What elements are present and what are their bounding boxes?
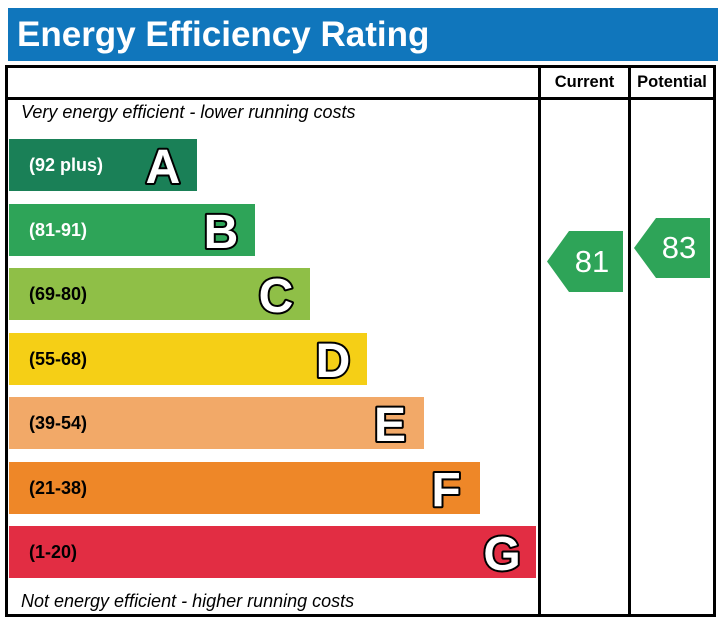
band-letter: F: [429, 462, 462, 514]
band-range-label: (92 plus): [29, 155, 104, 175]
band-letter: D: [314, 333, 353, 385]
rating-table: Current Potential Very energy efficient …: [5, 65, 716, 617]
band-range-label: (81-91): [29, 220, 88, 240]
band-range-label: (39-54): [29, 413, 88, 433]
band-letter: A: [144, 139, 183, 191]
potential-column-header: Potential: [637, 73, 707, 91]
svg-text:B: B: [204, 206, 239, 256]
header-divider: [8, 97, 713, 100]
svg-text:C: C: [259, 270, 294, 320]
band-range-label: (21-38): [29, 478, 88, 498]
current-arrow-shape: [547, 231, 623, 292]
band-range-label: (55-68): [29, 349, 88, 369]
potential-rating-value: 83: [662, 230, 696, 265]
current-rating-value: 81: [575, 244, 609, 279]
band-g: (1-20) G: [9, 526, 536, 578]
title-banner: Energy Efficiency Rating: [8, 8, 718, 61]
svg-text:F: F: [431, 464, 460, 514]
column-divider-potential: [628, 68, 631, 614]
potential-arrow-shape: [634, 218, 710, 278]
current-rating-arrow: 81: [547, 231, 623, 292]
current-column-header: Current: [554, 73, 615, 91]
band-letter: E: [372, 397, 408, 449]
band-letter: C: [257, 268, 296, 320]
top-note: Very energy efficient - lower running co…: [21, 102, 356, 122]
band-b: (81-91) B: [9, 204, 255, 256]
band-e: (39-54) E: [9, 397, 424, 449]
page-title: Energy Efficiency Rating: [17, 15, 430, 54]
band-f: (21-38) F: [9, 462, 480, 514]
band-d: (55-68) D: [9, 333, 367, 385]
band-range-label: (69-80): [29, 284, 88, 304]
potential-rating-arrow: 83: [634, 218, 710, 278]
band-a: (92 plus) A: [9, 139, 197, 191]
band-c: (69-80) C: [9, 268, 310, 320]
svg-text:G: G: [483, 528, 520, 578]
band-range-label: (1-20): [29, 542, 78, 562]
bottom-note: Not energy efficient - higher running co…: [21, 591, 355, 611]
column-divider-current: [538, 68, 541, 614]
svg-text:A: A: [146, 141, 181, 191]
svg-text:E: E: [374, 399, 406, 449]
svg-text:D: D: [316, 335, 351, 385]
band-letter: G: [481, 526, 522, 578]
band-letter: B: [202, 204, 241, 256]
